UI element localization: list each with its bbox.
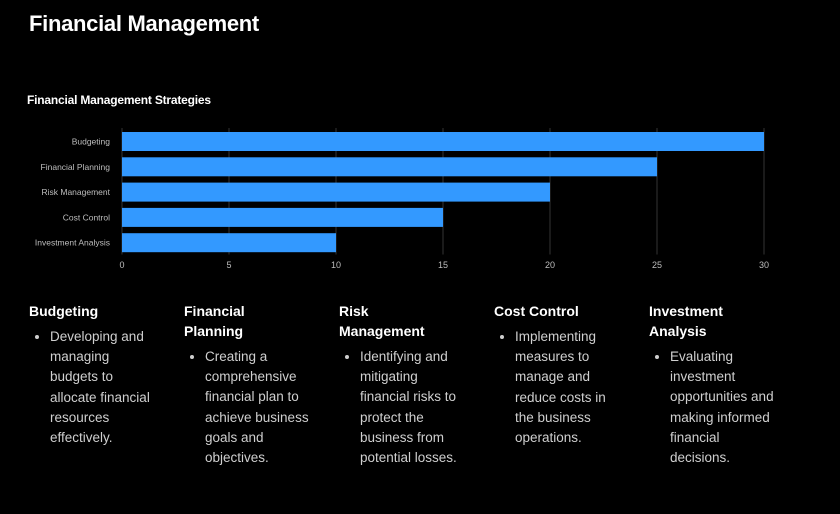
- card-description: Creating a comprehensive financial plan …: [205, 347, 309, 468]
- card-title: Financial Planning: [184, 303, 245, 339]
- chart-title: Financial Management Strategies: [27, 93, 211, 107]
- category-label: Investment Analysis: [35, 238, 110, 248]
- bar: [122, 132, 764, 151]
- bar: [122, 233, 336, 253]
- card-title: Budgeting: [29, 303, 99, 319]
- category-label: Risk Management: [41, 187, 110, 197]
- bar: [122, 207, 443, 227]
- strategy-card-cost-control: Cost Control Implementing measures to ma…: [494, 301, 649, 468]
- x-tick-label: 15: [438, 260, 448, 270]
- card-list: Evaluating investment opportunities and …: [649, 347, 804, 468]
- strategy-cards: Budgeting Developing and managing budget…: [29, 301, 819, 468]
- category-label: Financial Planning: [41, 162, 111, 172]
- x-tick-label: 0: [119, 260, 124, 270]
- bar: [122, 182, 550, 202]
- strategy-card-budgeting: Budgeting Developing and managing budget…: [29, 301, 184, 468]
- x-tick-label: 20: [545, 260, 555, 270]
- card-list: Creating a comprehensive financial plan …: [184, 347, 339, 468]
- card-description: Evaluating investment opportunities and …: [670, 347, 774, 468]
- page-title: Financial Management: [29, 11, 259, 36]
- card-title: Investment Analysis: [649, 303, 723, 339]
- card-description: Implementing measures to manage and redu…: [515, 327, 619, 448]
- x-tick-label: 25: [652, 260, 662, 270]
- x-tick-label: 30: [759, 260, 769, 270]
- x-tick-label: 10: [331, 260, 341, 270]
- bar-chart: Budgeting Financial Planning Risk Manageme…: [35, 128, 769, 270]
- card-description: Identifying and mitigating financial ris…: [360, 347, 464, 468]
- x-tick-label: 5: [226, 260, 231, 270]
- bar: [122, 157, 657, 177]
- card-title: Cost Control: [494, 303, 579, 319]
- card-list: Implementing measures to manage and redu…: [494, 327, 649, 448]
- card-list: Identifying and mitigating financial ris…: [339, 347, 494, 468]
- category-label: Budgeting: [72, 137, 111, 147]
- card-list: Developing and managing budgets to alloc…: [29, 327, 184, 448]
- strategy-card-risk-management: Risk Management Identifying and mitigati…: [339, 301, 494, 468]
- card-title: Risk Management: [339, 303, 425, 339]
- card-description: Developing and managing budgets to alloc…: [50, 327, 154, 448]
- strategy-card-financial-planning: Financial Planning Creating a comprehens…: [184, 301, 339, 468]
- category-label: Cost Control: [63, 212, 110, 222]
- strategy-card-investment-analysis: Investment Analysis Evaluating investmen…: [649, 301, 804, 468]
